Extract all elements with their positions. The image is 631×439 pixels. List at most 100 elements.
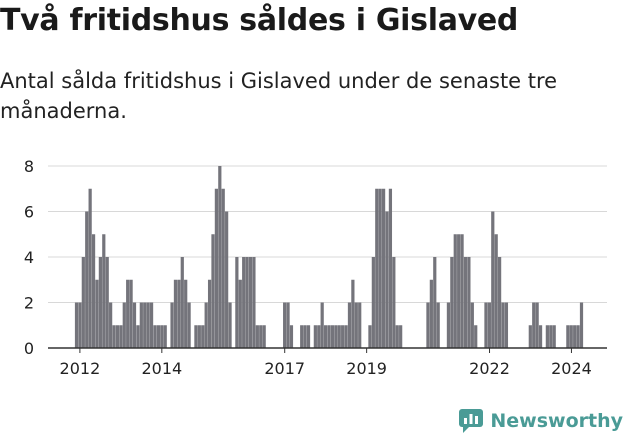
bar [173,279,178,348]
bar [344,325,348,348]
x-tick-label: 2022 [469,359,510,378]
bar [129,279,133,348]
bar [163,325,167,348]
bar [201,325,205,348]
bar [467,257,471,348]
bar [337,325,341,348]
bar [552,325,556,348]
bar [388,188,393,348]
bar [545,325,549,348]
bar [573,325,577,348]
bar [160,325,164,348]
bar [504,302,509,348]
bar [235,257,239,348]
newsworthy-logo-icon [459,409,484,433]
bar [375,188,379,348]
bar [259,325,263,348]
bar [334,325,338,348]
bar [446,302,451,348]
bar [501,302,505,348]
bar [221,188,225,348]
bar [252,257,256,348]
bar [317,325,321,348]
bar [81,257,85,348]
x-tick-label: 2012 [60,359,101,378]
bar [109,302,113,348]
bar [126,279,130,348]
bar [453,234,457,348]
bar [460,234,464,348]
bar [392,257,396,348]
bar [532,302,536,348]
bar [207,279,212,348]
chart-subtitle: Antal sålda fritidshus i Gislaved under … [0,69,558,123]
bar [88,188,92,348]
bar [180,257,184,348]
bar [381,188,386,348]
chart-title: Två fritidshus såldes i Gislaved [0,3,519,38]
bar [136,325,140,348]
bar [119,325,123,348]
bar [78,302,82,348]
bar [177,279,181,348]
bar [211,234,215,348]
bar [395,325,399,348]
y-tick-label: 8 [24,157,34,176]
bar [218,166,222,348]
bar [341,325,345,348]
brand[interactable]: Newsworthy [459,409,623,433]
bar [484,302,488,348]
bar [197,325,201,348]
bar [242,257,246,348]
bar [146,302,150,348]
bar [576,325,580,348]
bar [112,325,116,348]
bar [91,234,96,348]
bar [347,302,352,348]
bar [371,257,375,348]
x-tick-label: 2024 [551,359,592,378]
y-tick-label: 0 [24,339,34,358]
bar [194,325,198,348]
y-tick-label: 4 [24,248,34,267]
bar [283,302,287,348]
bar [429,279,433,348]
bar [286,302,290,348]
bar [450,257,454,348]
bar [569,325,573,348]
y-tick-label: 2 [24,294,34,313]
bar [433,257,437,348]
bar [225,211,229,348]
bar [385,211,389,348]
bar [498,257,502,348]
bar [255,325,259,348]
x-tick-label: 2014 [141,359,182,378]
y-tick-label: 6 [24,203,34,222]
bar [426,302,430,348]
bar [105,257,109,348]
bar [579,302,584,348]
bar [248,257,253,348]
bar [170,302,174,348]
bar [143,302,147,348]
bar [320,302,324,348]
bar [153,325,157,348]
bar [132,302,137,348]
highlight-data-label: 2 [579,150,590,155]
bar [95,279,99,348]
bar [463,257,468,348]
bar [245,257,249,348]
bar [330,325,335,348]
bar [313,325,317,348]
bar [115,325,120,348]
bar [494,234,498,348]
bar [457,234,461,348]
bar [214,188,218,348]
bar [566,325,570,348]
bar [306,325,311,348]
bar [204,302,208,348]
bar [122,302,126,348]
bar [378,188,382,348]
bar [98,257,102,348]
bar [470,302,474,348]
